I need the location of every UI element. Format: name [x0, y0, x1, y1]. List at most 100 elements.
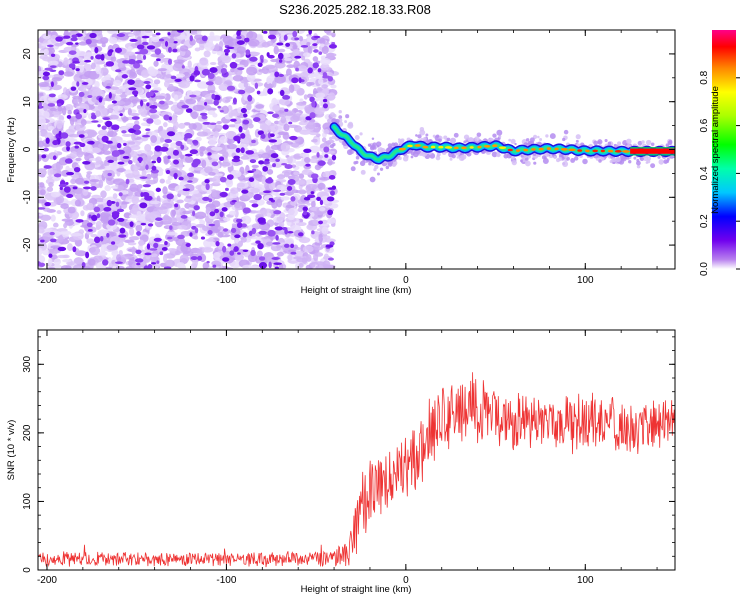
signal-halo	[636, 164, 641, 169]
noise-speckle	[129, 112, 140, 117]
noise-speckle	[38, 198, 46, 204]
noise-speckle-strong	[213, 99, 219, 106]
snr-xlabel: Height of straight line (km)	[301, 584, 412, 595]
noise-speckle	[208, 137, 217, 147]
noise-speckle-strong	[166, 193, 174, 200]
noise-speckle-strong	[102, 117, 111, 120]
noise-speckle	[196, 131, 209, 137]
noise-speckle	[211, 191, 217, 198]
noise-speckle	[217, 226, 225, 230]
noise-speckle	[272, 80, 277, 88]
spectrogram-heatmap	[38, 30, 675, 269]
noise-speckle-strong	[97, 124, 101, 128]
noise-speckle-strong	[49, 238, 57, 243]
signal-halo	[498, 135, 502, 138]
noise-speckle	[72, 264, 82, 269]
noise-speckle-strong	[318, 51, 323, 55]
noise-speckle-strong	[329, 190, 335, 196]
noise-speckle-strong	[311, 230, 315, 235]
noise-speckle-strong	[78, 91, 85, 97]
noise-speckle-strong	[230, 227, 237, 234]
signal-peak	[523, 148, 529, 152]
noise-speckle-strong	[132, 90, 139, 96]
noise-speckle	[224, 99, 231, 103]
noise-speckle-strong	[284, 164, 293, 169]
noise-speckle-strong	[316, 152, 320, 158]
noise-speckle-strong	[264, 158, 270, 162]
noise-speckle	[280, 142, 291, 152]
noise-speckle-strong	[238, 126, 243, 133]
noise-speckle-strong	[70, 86, 77, 91]
noise-speckle-strong	[202, 121, 211, 125]
noise-speckle-strong	[173, 159, 179, 165]
noise-speckle-strong	[201, 114, 208, 120]
signal-strong-segment	[630, 148, 675, 154]
noise-speckle	[177, 189, 189, 195]
noise-speckle	[38, 168, 47, 177]
noise-speckle	[277, 48, 286, 53]
noise-speckle	[165, 74, 173, 78]
signal-peak	[469, 146, 474, 149]
signal-peak	[407, 144, 413, 148]
signal-halo	[668, 139, 673, 144]
noise-speckle	[314, 128, 320, 134]
noise-speckle-strong	[138, 157, 142, 164]
signal-halo	[525, 157, 529, 161]
noise-speckle-strong	[43, 165, 52, 169]
signal-halo	[350, 166, 356, 172]
noise-speckle	[221, 161, 231, 167]
noise-speckle-strong	[257, 62, 263, 67]
noise-speckle-strong	[242, 232, 248, 238]
noise-speckle	[201, 159, 207, 169]
noise-speckle	[180, 32, 185, 38]
signal-halo	[450, 137, 456, 144]
noise-speckle	[46, 266, 56, 269]
noise-speckle	[202, 262, 210, 269]
noise-speckle-strong	[224, 52, 229, 56]
noise-speckle-strong	[248, 177, 255, 183]
noise-speckle-strong	[268, 197, 274, 201]
noise-speckle-strong	[142, 184, 151, 188]
noise-speckle	[43, 228, 53, 232]
noise-speckle	[46, 30, 52, 35]
signal-peak	[507, 148, 513, 152]
noise-speckle-strong	[134, 258, 144, 263]
noise-speckle	[298, 173, 305, 179]
noise-speckle-strong	[240, 107, 247, 114]
noise-speckle	[130, 145, 141, 151]
noise-speckle-strong	[76, 81, 80, 87]
noise-speckle-strong	[325, 244, 334, 248]
noise-speckle	[184, 156, 194, 163]
noise-speckle-strong	[131, 116, 140, 120]
noise-speckle	[79, 85, 87, 92]
noise-speckle-strong	[272, 242, 281, 245]
signal-halo	[491, 151, 498, 158]
noise-speckle-strong	[174, 78, 182, 82]
noise-speckle-strong	[235, 147, 241, 153]
noise-speckle	[180, 230, 192, 237]
noise-speckle-strong	[139, 176, 148, 179]
noise-speckle-strong	[233, 155, 240, 160]
noise-speckle	[117, 61, 126, 69]
noise-speckle-strong	[243, 113, 248, 118]
noise-speckle	[297, 65, 308, 72]
noise-speckle-strong	[231, 200, 237, 203]
noise-speckle	[306, 41, 311, 47]
noise-speckle	[327, 103, 336, 109]
signal-halo	[379, 167, 384, 171]
noise-speckle	[237, 182, 246, 188]
noise-speckle	[109, 30, 120, 35]
noise-speckle-strong	[134, 51, 144, 55]
noise-speckle-strong	[125, 178, 130, 185]
noise-speckle-strong	[189, 35, 193, 42]
noise-speckle	[43, 48, 49, 56]
noise-speckle-strong	[204, 179, 210, 184]
noise-speckle	[110, 86, 119, 90]
signal-peak	[477, 145, 482, 149]
noise-speckle	[179, 254, 190, 264]
noise-speckle	[287, 207, 298, 217]
noise-speckle	[50, 191, 61, 198]
noise-speckle-strong	[240, 223, 247, 228]
signal-halo	[371, 137, 375, 141]
